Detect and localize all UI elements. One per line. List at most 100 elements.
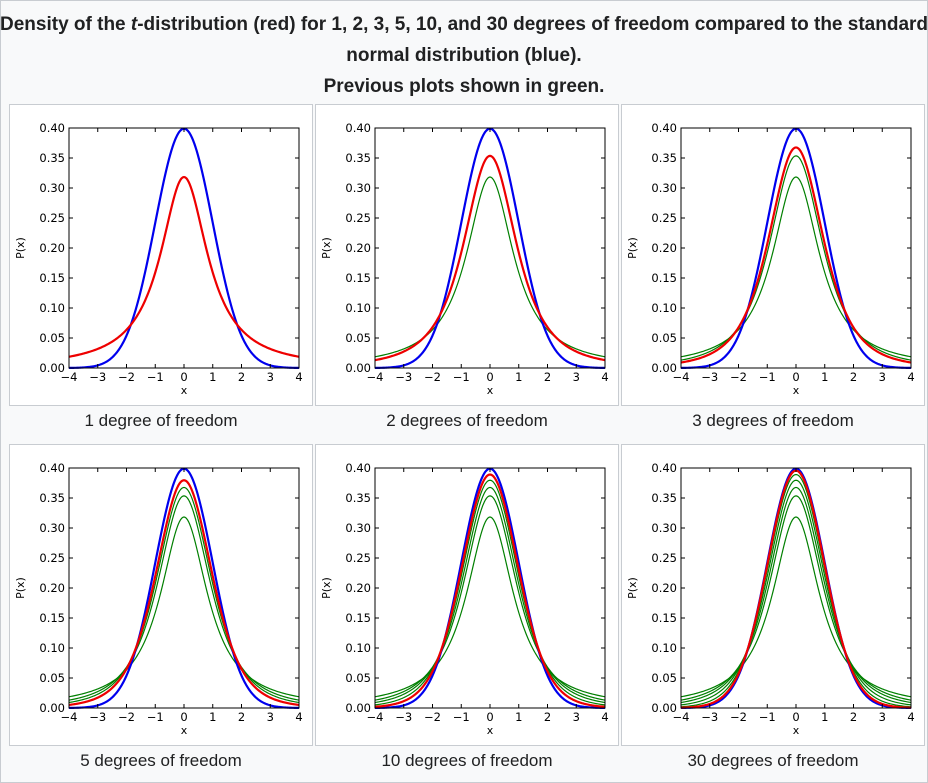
previous-curve-df-5 — [374, 479, 606, 706]
y-tick-label: 0.15 — [345, 611, 371, 625]
y-tick-label: 0.05 — [651, 671, 677, 685]
x-tick-label: −1 — [147, 710, 164, 724]
y-tick-label: 0.05 — [39, 331, 65, 345]
x-tick-label: −1 — [453, 370, 470, 384]
y-tick-label: 0.10 — [39, 641, 65, 655]
x-tick-label: −3 — [395, 370, 412, 384]
y-tick-label: 0.20 — [345, 241, 371, 255]
normal-curve — [374, 127, 606, 370]
y-tick-label: 0.00 — [345, 701, 371, 715]
previous-curve-df-1 — [680, 176, 912, 358]
caption-3: 3 degrees of freedom — [692, 411, 854, 430]
caption-2: 2 degrees of freedom — [386, 411, 548, 430]
y-tick-label: 0.25 — [345, 551, 371, 565]
y-tick-label: 0.35 — [651, 491, 677, 505]
x-tick-label: 4 — [295, 370, 302, 384]
x-tick-label: −4 — [367, 710, 384, 724]
x-tick-label: −4 — [61, 370, 78, 384]
x-tick-label: 1 — [209, 710, 216, 724]
x-tick-label: 2 — [238, 710, 245, 724]
x-tick-label: 1 — [209, 370, 216, 384]
caption-5: 10 degrees of freedom — [381, 751, 553, 770]
x-tick-label: −1 — [759, 710, 776, 724]
x-tick-label: 4 — [907, 370, 914, 384]
t-curve-df-3 — [680, 146, 912, 364]
y-tick-label: 0.30 — [651, 181, 677, 195]
normal-curve — [374, 467, 606, 710]
previous-curve-df-2 — [374, 495, 606, 701]
plot-box-1: 0.00 0.05 0.10 0.15 0.20 0.25 0.30 0.35 0.40 −4 −3… — [9, 104, 313, 406]
chart-1: 0.00 0.05 0.10 0.15 0.20 0.25 0.30 0.35 0.40 −4 −3… — [14, 121, 303, 397]
x-tick-label: −4 — [367, 370, 384, 384]
previous-curve-df-1 — [374, 516, 606, 698]
x-tick-label: −2 — [730, 370, 747, 384]
x-tick-label: 2 — [544, 370, 551, 384]
previous-curve-df-3 — [374, 486, 606, 704]
normal-curve — [68, 467, 300, 710]
axes-frame — [68, 467, 300, 709]
y-tick-label: 0.35 — [39, 151, 65, 165]
x-axis-label: x — [487, 724, 494, 737]
y-tick-label: 0.35 — [39, 491, 65, 505]
y-tick-label: 0.20 — [345, 581, 371, 595]
x-tick-label: −4 — [61, 710, 78, 724]
t-curve-df-5 — [68, 479, 300, 707]
y-tick-label: 0.05 — [345, 331, 371, 345]
y-tick-label: 0.30 — [39, 181, 65, 195]
x-tick-label: −2 — [424, 370, 441, 384]
x-tick-label: 4 — [907, 710, 914, 724]
title-prefix: Density of the — [0, 14, 131, 35]
x-tick-label: 1 — [821, 370, 828, 384]
y-tick-label: 0.00 — [651, 701, 677, 715]
y-tick-label: 0.10 — [651, 301, 677, 315]
y-tick-label: 0.00 — [39, 361, 65, 375]
previous-curve-df-1 — [680, 516, 912, 698]
x-tick-label: −2 — [118, 710, 135, 724]
x-tick-label: −2 — [730, 710, 747, 724]
y-tick-label: 0.40 — [345, 121, 371, 135]
figure-title: Density of the t-distribution (red) for … — [0, 9, 928, 102]
previous-curve-df-2 — [680, 155, 912, 361]
x-tick-label: −1 — [453, 710, 470, 724]
title-line3: Previous plots shown in green. — [323, 76, 605, 97]
y-tick-label: 0.25 — [345, 211, 371, 225]
x-tick-label: 3 — [267, 710, 274, 724]
x-tick-label: 3 — [573, 710, 580, 724]
previous-curve-df-10 — [680, 473, 912, 708]
x-tick-label: −3 — [395, 710, 412, 724]
title-italic-t: t — [130, 14, 138, 35]
x-tick-label: 0 — [486, 710, 493, 724]
caption-1: 1 degree of freedom — [84, 411, 238, 430]
x-tick-label: 2 — [850, 710, 857, 724]
previous-curve-df-2 — [680, 495, 912, 701]
y-axis-label: P(x) — [14, 577, 27, 599]
y-tick-label: 0.20 — [651, 581, 677, 595]
plot-box-2: 0.00 0.05 0.10 0.15 0.20 0.25 0.30 0.35 0.40 −4 −3… — [315, 104, 619, 406]
t-curve-df-2 — [374, 154, 606, 362]
y-tick-label: 0.10 — [345, 301, 371, 315]
y-tick-label: 0.40 — [345, 461, 371, 475]
x-tick-label: 1 — [515, 370, 522, 384]
t-curve-df-1 — [68, 175, 300, 358]
x-tick-label: −2 — [118, 370, 135, 384]
y-tick-label: 0.15 — [651, 611, 677, 625]
y-tick-label: 0.40 — [39, 121, 65, 135]
x-tick-label: −4 — [673, 370, 690, 384]
y-tick-label: 0.15 — [651, 271, 677, 285]
axes-frame — [68, 127, 300, 369]
previous-curve-df-5 — [680, 479, 912, 706]
x-tick-label: 2 — [544, 710, 551, 724]
x-tick-label: −1 — [147, 370, 164, 384]
y-tick-label: 0.40 — [651, 121, 677, 135]
x-tick-label: −3 — [701, 370, 718, 384]
y-tick-label: 0.10 — [39, 301, 65, 315]
y-tick-label: 0.40 — [39, 461, 65, 475]
y-tick-label: 0.25 — [651, 551, 677, 565]
y-tick-label: 0.25 — [39, 551, 65, 565]
previous-curve-df-3 — [68, 486, 300, 704]
panel-5: 0.00 0.05 0.10 0.15 0.20 0.25 0.30 0.35 0.40 −4 −3… — [315, 444, 619, 783]
y-axis-label: P(x) — [626, 237, 639, 259]
axes-frame — [374, 127, 606, 369]
x-tick-label: 0 — [792, 710, 799, 724]
chart-4: 0.00 0.05 0.10 0.15 0.20 0.25 0.30 0.35 0.40 −4 −3… — [14, 461, 303, 737]
